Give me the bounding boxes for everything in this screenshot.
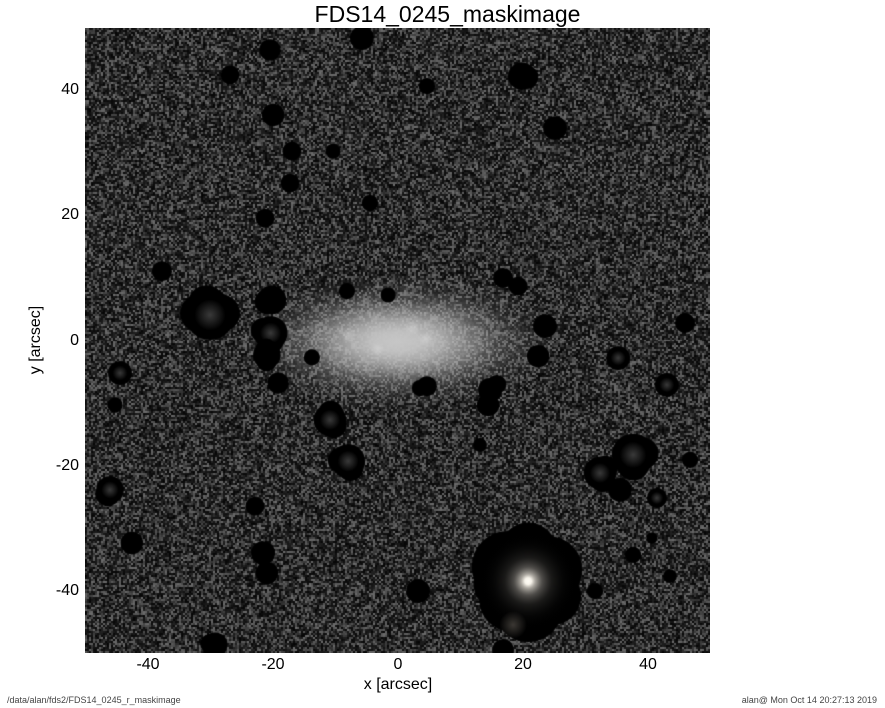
x-tick-label: -40	[136, 656, 160, 673]
y-tick-label: -20	[55, 457, 79, 474]
x-tick-label: 0	[393, 656, 403, 673]
x-tick-label: 40	[639, 656, 657, 673]
file-path-text: /data/alan/fds2/FDS14_0245_r_maskimage	[7, 695, 181, 705]
y-tick-label: 20	[61, 206, 79, 223]
y-axis-label: y [arcsec]	[27, 305, 44, 375]
mask-image-plot	[85, 28, 710, 653]
x-tick-label: -20	[261, 656, 285, 673]
y-tick-label: 40	[61, 81, 79, 98]
plot-title: FDS14_0245_maskimage	[314, 1, 581, 27]
x-axis-label: x [arcsec]	[363, 676, 433, 693]
x-tick-label: 20	[514, 656, 532, 673]
y-tick-label: -40	[55, 582, 79, 599]
y-tick-label: 0	[70, 332, 79, 349]
user-timestamp-text: alan@ Mon Oct 14 20:27:13 2019	[741, 695, 877, 705]
